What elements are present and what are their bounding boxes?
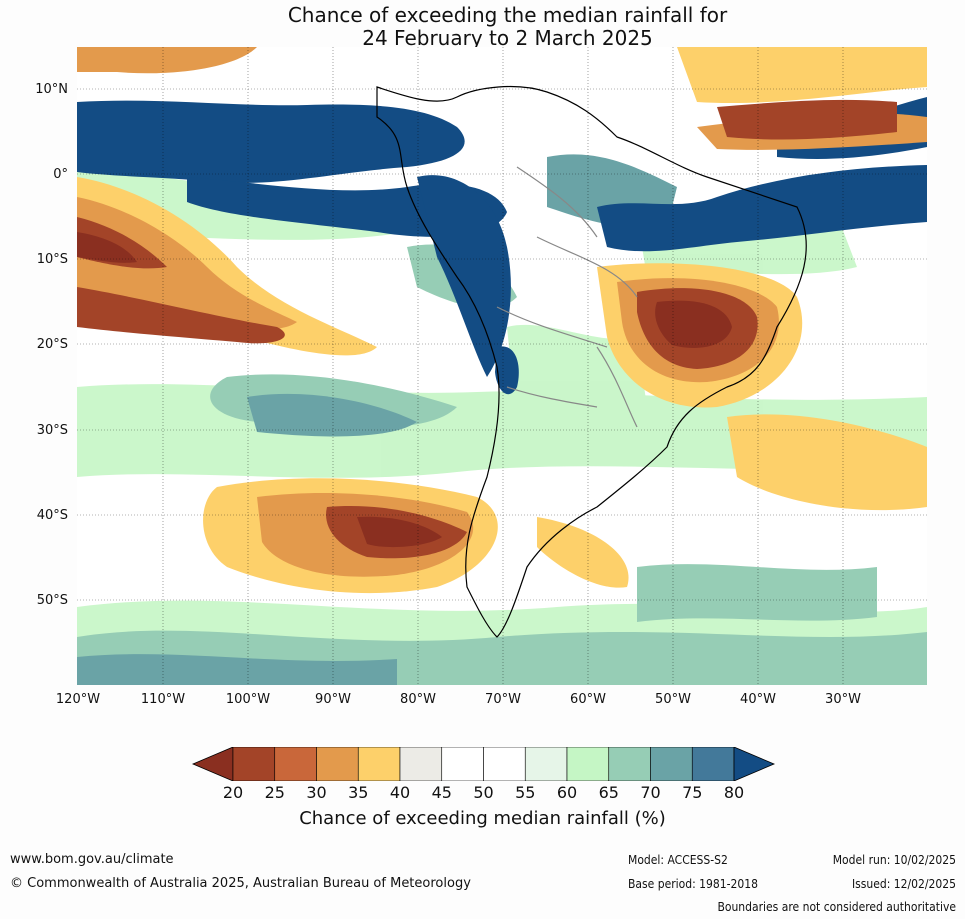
colorbar-segment bbox=[483, 747, 526, 781]
lat-label-40s: 40°S bbox=[36, 508, 68, 523]
colorbar-tick-label: 25 bbox=[264, 783, 285, 802]
colorbar-tick-label: 40 bbox=[389, 783, 411, 802]
lon-label-70w: 70°W bbox=[485, 692, 521, 707]
map-title: Chance of exceeding the median rainfall … bbox=[0, 4, 965, 50]
lon-label-90w: 90°W bbox=[315, 692, 351, 707]
colorbar-segment bbox=[691, 747, 735, 781]
colorbar-segment bbox=[316, 747, 359, 781]
colorbar-tick-label: 30 bbox=[306, 783, 327, 802]
base-period: Base period: 1981-2018 bbox=[628, 877, 759, 891]
colorbar-tick-label: 35 bbox=[348, 783, 369, 802]
colorbar-segment bbox=[650, 747, 693, 781]
colorbar-segment bbox=[441, 747, 484, 781]
graticule bbox=[77, 47, 927, 685]
colorbar-tick-label: 65 bbox=[598, 783, 619, 802]
colorbar-tick-label: 50 bbox=[473, 783, 494, 802]
lon-label-50w: 50°W bbox=[655, 692, 691, 707]
lon-label-30w: 30°W bbox=[825, 692, 861, 707]
colorbar-segment bbox=[232, 747, 276, 781]
lon-label-120w: 120°W bbox=[55, 692, 101, 707]
colorbar-label: Chance of exceeding median rainfall (%) bbox=[299, 808, 666, 829]
dry-signal-very-strong bbox=[77, 232, 732, 548]
copyright-text: © Commonwealth of Australia 2025, Austra… bbox=[10, 876, 471, 891]
colorbar-above-triangle bbox=[733, 747, 776, 781]
title-line-1: Chance of exceeding the median rainfall … bbox=[287, 3, 728, 27]
website-link[interactable]: www.bom.gov.au/climate bbox=[10, 852, 174, 867]
colorbar-tick-label: 45 bbox=[431, 783, 452, 802]
lon-label-60w: 60°W bbox=[570, 692, 606, 707]
boundaries-disclaimer: Boundaries are not considered authoritat… bbox=[717, 900, 956, 914]
colorbar-segment bbox=[399, 747, 443, 781]
colorbar-segment bbox=[357, 747, 401, 781]
map-canvas bbox=[77, 47, 927, 685]
title-line-2: 24 February to 2 March 2025 bbox=[362, 26, 653, 50]
lon-label-100w: 100°W bbox=[225, 692, 271, 707]
lon-label-110w: 110°W bbox=[140, 692, 186, 707]
colorbar-segment bbox=[566, 747, 610, 781]
rainfall-map bbox=[77, 47, 927, 685]
lat-label-50s: 50°S bbox=[36, 593, 68, 608]
country-borders bbox=[496, 166, 638, 428]
colorbar-tick-label: 55 bbox=[515, 783, 536, 802]
colorbar-segment bbox=[608, 747, 651, 781]
colorbar-below-triangle bbox=[191, 747, 234, 781]
colorbar bbox=[191, 747, 776, 781]
coastline bbox=[376, 85, 807, 638]
lon-label-80w: 80°W bbox=[400, 692, 436, 707]
lat-label-0: 0° bbox=[53, 167, 68, 182]
lat-label-10n: 10°N bbox=[35, 82, 68, 97]
colorbar-segment bbox=[274, 747, 317, 781]
model-name: Model: ACCESS-S2 bbox=[628, 853, 728, 867]
colorbar-tick-label: 60 bbox=[556, 783, 578, 802]
lon-label-40w: 40°W bbox=[740, 692, 776, 707]
model-run-date: Model run: 10/02/2025 bbox=[832, 853, 956, 867]
colorbar-tick-label: 75 bbox=[682, 783, 703, 802]
lat-label-20s: 20°S bbox=[36, 337, 68, 352]
colorbar-tick-label: 70 bbox=[640, 783, 661, 802]
issued-date: Issued: 12/02/2025 bbox=[851, 877, 956, 891]
colorbar-tick-label: 80 bbox=[723, 783, 745, 802]
colorbar-tick-label: 20 bbox=[222, 783, 244, 802]
lat-label-30s: 30°S bbox=[36, 423, 68, 438]
lat-label-10s: 10°S bbox=[36, 252, 68, 267]
colorbar-segment bbox=[524, 747, 568, 781]
